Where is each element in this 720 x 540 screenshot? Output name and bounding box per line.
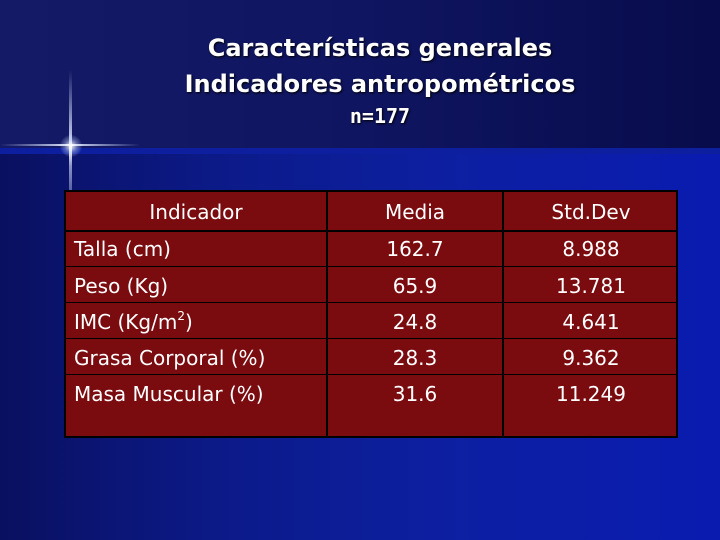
row-media-masa: 31.6 (392, 382, 438, 406)
row-std-grasa: 9.362 (562, 346, 620, 370)
row-label-peso: Peso (Kg) (74, 274, 169, 298)
row-divider (66, 338, 676, 339)
header-divider (66, 230, 676, 232)
header-media: Media (384, 200, 446, 224)
row-label-imc: IMC (Kg/m2) (74, 309, 193, 334)
background-top (0, 0, 720, 148)
slide-subtitle: Indicadores antropométricos (184, 70, 576, 98)
background-band (0, 148, 720, 154)
sample-size: n=177 (349, 104, 411, 128)
header-std-dev: Std.Dev (551, 200, 631, 224)
row-std-peso: 13.781 (556, 274, 626, 298)
row-media-imc: 24.8 (392, 310, 438, 334)
column-divider (326, 192, 328, 436)
row-std-masa: 11.249 (556, 382, 626, 406)
row-label-masa: Masa Muscular (%) (74, 382, 264, 406)
row-std-imc: 4.641 (562, 310, 620, 334)
star-flare-icon (60, 135, 82, 157)
row-media-talla: 162.7 (386, 237, 444, 261)
row-media-grasa: 28.3 (392, 346, 438, 370)
slide-title: Características generales (207, 34, 553, 62)
row-media-peso: 65.9 (392, 274, 438, 298)
column-divider (502, 192, 504, 436)
indicators-table: Indicador Media Std.Dev Talla (cm) 162.7… (64, 190, 678, 438)
row-label-grasa: Grasa Corporal (%) (74, 346, 266, 370)
row-label-talla: Talla (cm) (74, 237, 171, 261)
row-divider (66, 374, 676, 375)
header-indicador: Indicador (149, 200, 243, 224)
row-std-talla: 8.988 (562, 237, 620, 261)
row-divider (66, 302, 676, 303)
row-divider (66, 266, 676, 267)
